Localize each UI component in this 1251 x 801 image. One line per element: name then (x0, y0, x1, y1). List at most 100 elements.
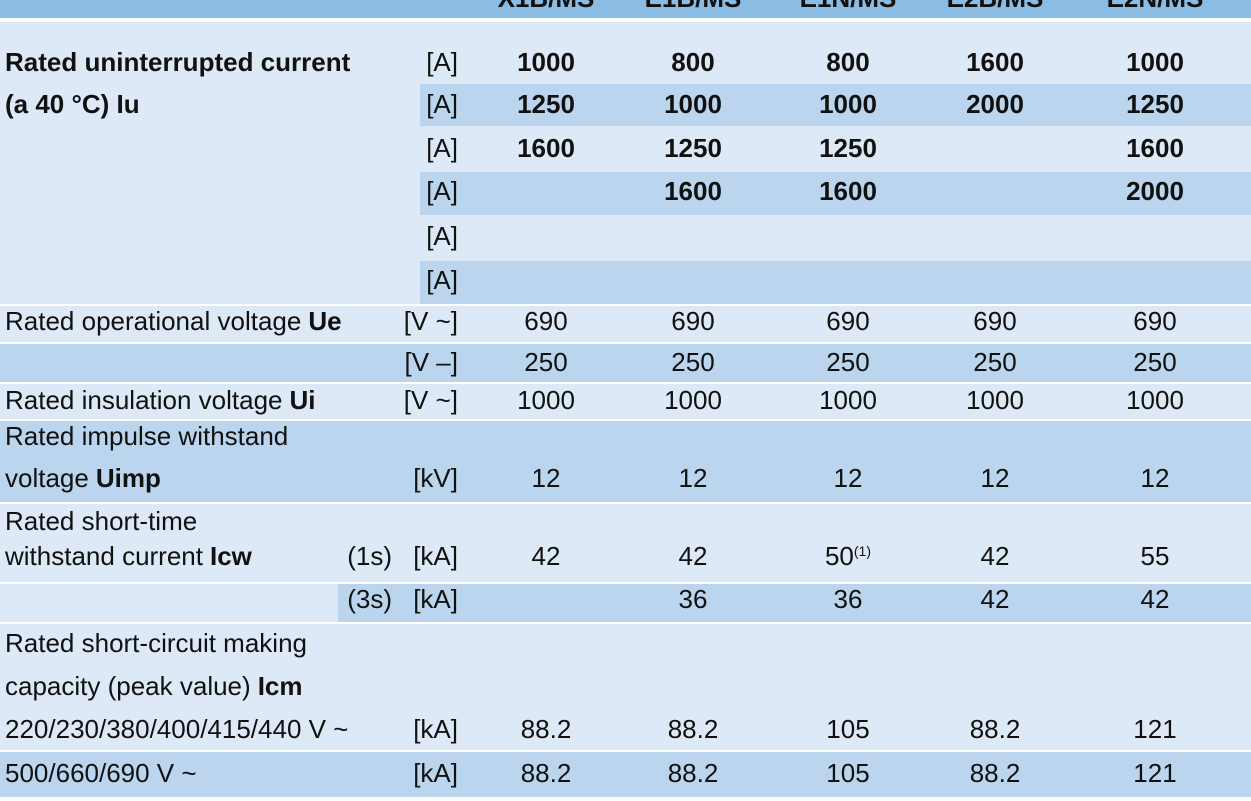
label-emphasis: Ui (289, 385, 316, 415)
row-label: 220/230/380/400/415/440 V ~ (5, 713, 348, 745)
value: 690 (446, 305, 646, 337)
value-text: 690 (826, 306, 870, 336)
unit: [kA] (413, 714, 458, 744)
value-text: 800 (826, 47, 870, 77)
unit: [V –] (404, 347, 458, 377)
column-header: X1B/MS (446, 0, 646, 14)
value-text: 1000 (819, 385, 877, 415)
label-emphasis: Icw (209, 541, 252, 571)
value: 1600 (593, 175, 793, 207)
column-header: E1B/MS (593, 0, 793, 14)
value: 42 (895, 540, 1095, 572)
value-text: 2000 (1126, 176, 1184, 206)
row-background (0, 344, 1251, 382)
value: 1000 (446, 384, 646, 416)
row-background (420, 172, 1251, 215)
label-text: voltage (5, 463, 89, 493)
label-text: Rated short-time (5, 506, 198, 536)
value-text: 88.2 (520, 758, 572, 788)
value-text: 1000 (517, 47, 575, 77)
value: 12 (748, 462, 948, 494)
value: 1000 (1055, 384, 1251, 416)
value: 42 (895, 583, 1095, 615)
value: 1000 (1055, 46, 1251, 78)
label-text: Rated impulse withstand (5, 421, 289, 451)
value: 12 (1055, 462, 1251, 494)
value: 88.2 (593, 757, 793, 789)
value-text: 88.2 (969, 714, 1021, 744)
value-text: 1000 (1126, 385, 1184, 415)
value: 250 (446, 346, 646, 378)
row-label: Rated uninterrupted current (5, 46, 350, 78)
row-label: withstand current Icw (5, 540, 252, 572)
label-text: withstand current (5, 541, 203, 571)
value-text: 88.2 (667, 714, 719, 744)
value: 50(1) (748, 540, 948, 572)
value: 2000 (895, 88, 1095, 120)
value-text: 2000 (966, 89, 1024, 119)
value-text: 690 (524, 306, 568, 336)
value-text: 690 (671, 306, 715, 336)
value-text: 250 (671, 347, 715, 377)
value-text: 50 (824, 541, 854, 571)
value-text: 250 (973, 347, 1017, 377)
value-text: 42 (980, 541, 1010, 571)
value: 250 (1055, 346, 1251, 378)
unit: [kA] (413, 758, 458, 788)
value-text: 250 (524, 347, 568, 377)
value: 88.2 (895, 713, 1095, 745)
row-background (0, 306, 1251, 342)
value: 88.2 (446, 713, 646, 745)
unit: [kA] (413, 584, 458, 614)
value: 800 (748, 46, 948, 78)
value: 42 (446, 540, 646, 572)
row-label: (a 40 °C) Iu (5, 88, 140, 120)
value: 1000 (895, 384, 1095, 416)
value: 690 (895, 305, 1095, 337)
value-text: 36 (678, 584, 708, 614)
qualifier: (3s) (347, 584, 392, 614)
unit: [A] (426, 89, 458, 119)
value: 690 (748, 305, 948, 337)
value-text: 12 (980, 463, 1010, 493)
value-text: 690 (1133, 306, 1177, 336)
value-text: 1250 (819, 133, 877, 163)
value-text: 42 (531, 541, 561, 571)
row-background (0, 752, 1251, 797)
value: 42 (593, 540, 793, 572)
column-header: E2B/MS (895, 0, 1095, 14)
unit: [A] (426, 133, 458, 163)
footnote-mark: (1) (853, 543, 872, 559)
value-text: 42 (678, 541, 708, 571)
value: 1000 (593, 88, 793, 120)
label-emphasis: Ue (308, 306, 342, 336)
unit: [A] (426, 47, 458, 77)
value-text: 1600 (517, 133, 575, 163)
value-text: 55 (1140, 541, 1170, 571)
row-background (0, 624, 1251, 750)
value: 250 (593, 346, 793, 378)
value: 36 (748, 583, 948, 615)
unit: [kV] (413, 463, 458, 493)
value-text: 12 (531, 463, 561, 493)
row-background (0, 504, 1251, 582)
value: 121 (1055, 757, 1251, 789)
qualifier: (1s) (347, 541, 392, 571)
value-text: 12 (1140, 463, 1170, 493)
value: 800 (593, 46, 793, 78)
column-header: E1N/MS (748, 0, 948, 14)
value-text: 1600 (819, 176, 877, 206)
value: 1250 (446, 88, 646, 120)
value: 1250 (748, 132, 948, 164)
row-background (338, 584, 1251, 622)
value-text: 690 (973, 306, 1017, 336)
value: 1000 (446, 46, 646, 78)
label-text: 500/660/690 V ~ (5, 758, 197, 788)
value: 42 (1055, 583, 1251, 615)
label-text: Rated insulation voltage (5, 385, 283, 415)
unit: [V ~] (403, 306, 458, 336)
value-text: 36 (833, 584, 863, 614)
value-text: 105 (826, 758, 870, 788)
unit: [V ~] (403, 385, 458, 415)
